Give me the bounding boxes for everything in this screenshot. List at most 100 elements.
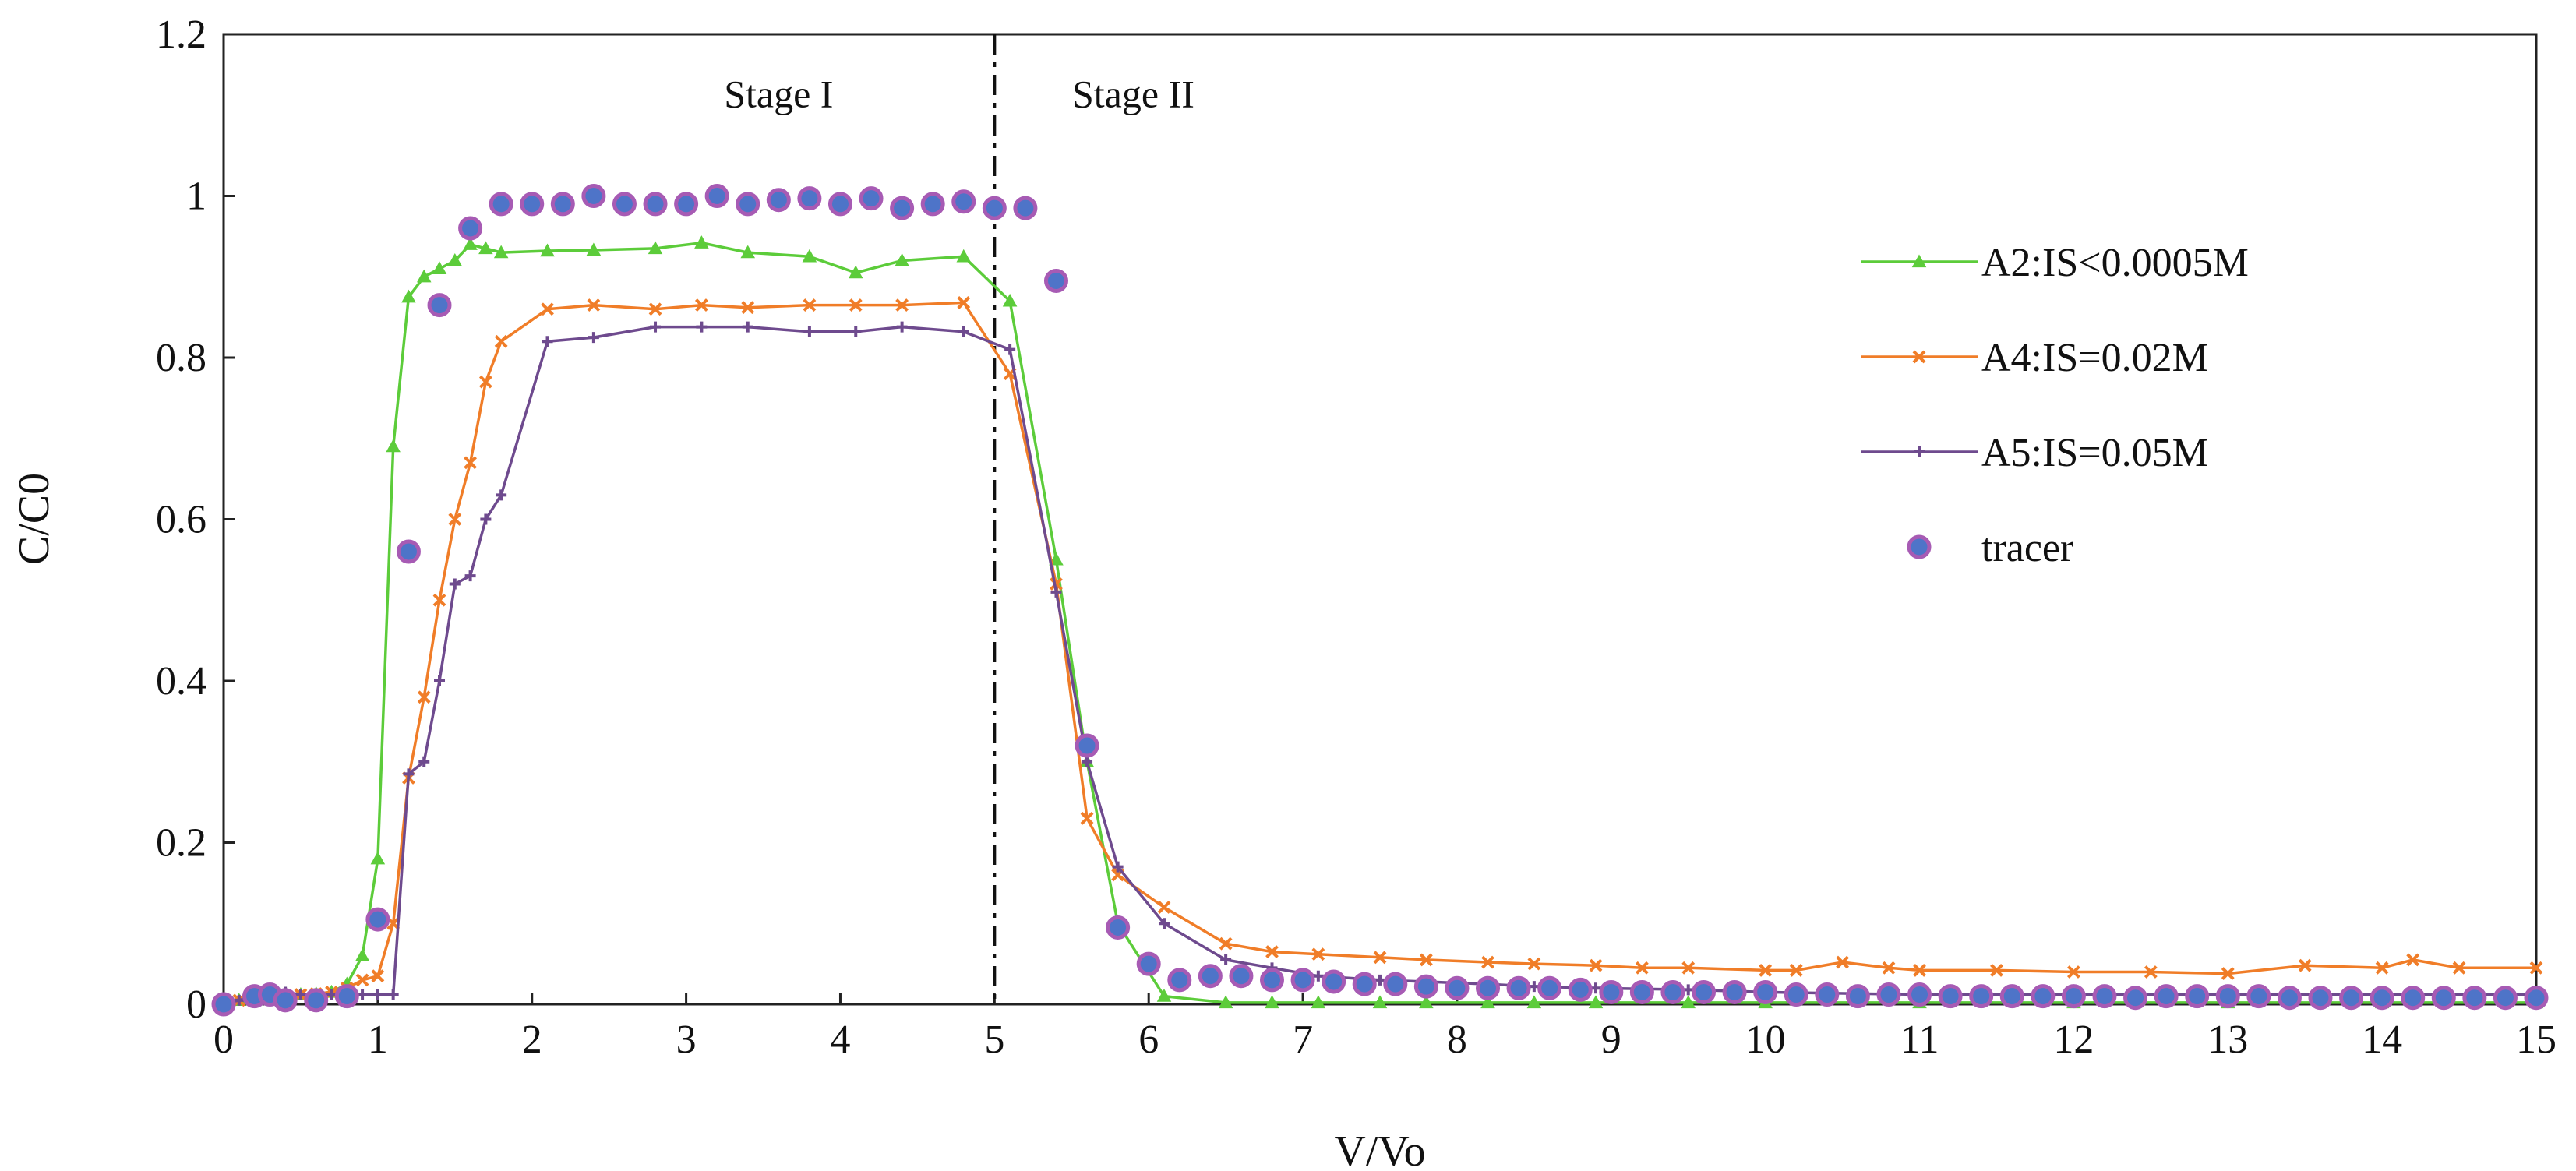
data-point [1229, 964, 1254, 989]
data-point [2339, 986, 2364, 1011]
data-point [581, 184, 606, 208]
data-point [648, 302, 662, 316]
data-point [850, 326, 862, 337]
data-point [1013, 196, 1038, 220]
y-tick-label: 0.4 [156, 659, 206, 704]
stage-i-annotation: Stage I [724, 72, 833, 115]
data-point [1265, 995, 1279, 1009]
data-point [1050, 577, 1063, 591]
data-point [396, 539, 421, 564]
x-tick-label: 7 [1293, 1018, 1313, 1062]
x-tick-label: 13 [2207, 1018, 2248, 1062]
data-point [1290, 968, 1315, 993]
data-point [1692, 979, 1717, 1004]
x-tick-label: 10 [1745, 1018, 1786, 1062]
data-point [802, 249, 817, 263]
data-point [1043, 268, 1068, 293]
data-point [2277, 986, 2302, 1011]
data-point [2031, 984, 2056, 1009]
data-point [496, 489, 507, 501]
data-point [1722, 979, 1747, 1004]
legend-label: tracer [1981, 526, 2073, 570]
data-point [1413, 974, 1438, 999]
data-point [1373, 951, 1387, 965]
data-point [704, 184, 729, 208]
legend-label: A5:IS=0.05M [1981, 431, 2208, 475]
data-point [648, 241, 663, 255]
data-point [480, 513, 492, 525]
data-point [1527, 957, 1541, 971]
data-point [1082, 756, 1093, 767]
data-point [1568, 977, 1593, 1002]
data-point [304, 988, 329, 1013]
data-point [694, 235, 709, 249]
data-point [489, 192, 513, 217]
data-point [418, 756, 430, 767]
data-point [896, 321, 908, 333]
data-point [1156, 989, 1172, 1002]
data-point [1660, 979, 1685, 1004]
chart-legend: A2:IS<0.0005M A4:IS=0.02M A5:IS=0.05M trace… [1861, 241, 2249, 570]
data-point [1476, 975, 1501, 1000]
x-tick-label: 1 [368, 1018, 388, 1062]
y-axis-ticks: 0 0.2 0.4 0.6 0.8 1 1.2 [156, 12, 235, 1027]
x-tick-label: 4 [830, 1018, 850, 1062]
data-point [448, 513, 462, 526]
data-point [1157, 901, 1171, 914]
data-point [1588, 995, 1604, 1009]
data-point [1999, 984, 2024, 1009]
data-point [1265, 945, 1279, 958]
data-point [2154, 984, 2179, 1009]
data-point [550, 192, 575, 217]
data-point [2462, 986, 2487, 1011]
data-point [432, 593, 446, 607]
data-point [803, 326, 815, 337]
legend-item-tracer: tracer [1907, 526, 2073, 570]
data-point [797, 186, 822, 211]
data-point [1383, 972, 1408, 996]
data-point [434, 675, 446, 686]
data-point [2215, 984, 2240, 1009]
data-point [982, 196, 1007, 220]
data-point [694, 298, 708, 312]
data-point [449, 578, 461, 590]
data-point [1075, 733, 1099, 758]
data-point [1815, 982, 1840, 1007]
data-point [334, 984, 359, 1009]
data-point [1599, 979, 1624, 1004]
data-point [2123, 986, 2148, 1011]
legend-marker [1914, 446, 1925, 457]
x-tick-label: 0 [213, 1018, 234, 1062]
data-point [355, 973, 369, 987]
data-point [1789, 964, 1803, 977]
data-point [403, 768, 415, 780]
data-point [2246, 984, 2271, 1009]
x-tick-label: 14 [2362, 1018, 2402, 1062]
data-point [447, 252, 463, 266]
data-point [643, 192, 668, 217]
data-point [458, 216, 483, 241]
x-tick-label: 6 [1138, 1018, 1159, 1062]
data-point [736, 192, 760, 217]
data-point [920, 192, 945, 217]
data-point [1759, 964, 1773, 977]
x-tick-label: 12 [2053, 1018, 2094, 1062]
data-point [295, 989, 306, 1000]
data-point [1080, 811, 1094, 825]
data-point [370, 851, 386, 865]
data-point [1112, 861, 1124, 873]
data-point [2431, 986, 2456, 1011]
data-point [766, 188, 791, 213]
x-tick-label: 9 [1601, 1018, 1621, 1062]
x-tick-label: 15 [2516, 1018, 2557, 1062]
data-point [1681, 995, 1696, 1009]
data-point [650, 321, 662, 333]
data-point [1836, 955, 1850, 969]
series-layer [211, 184, 2549, 1017]
data-point [848, 265, 863, 279]
legend-marker [1907, 534, 1932, 559]
data-point [740, 245, 756, 259]
data-point [464, 570, 476, 582]
x-tick-label: 3 [676, 1018, 697, 1062]
data-point [1753, 979, 1778, 1004]
